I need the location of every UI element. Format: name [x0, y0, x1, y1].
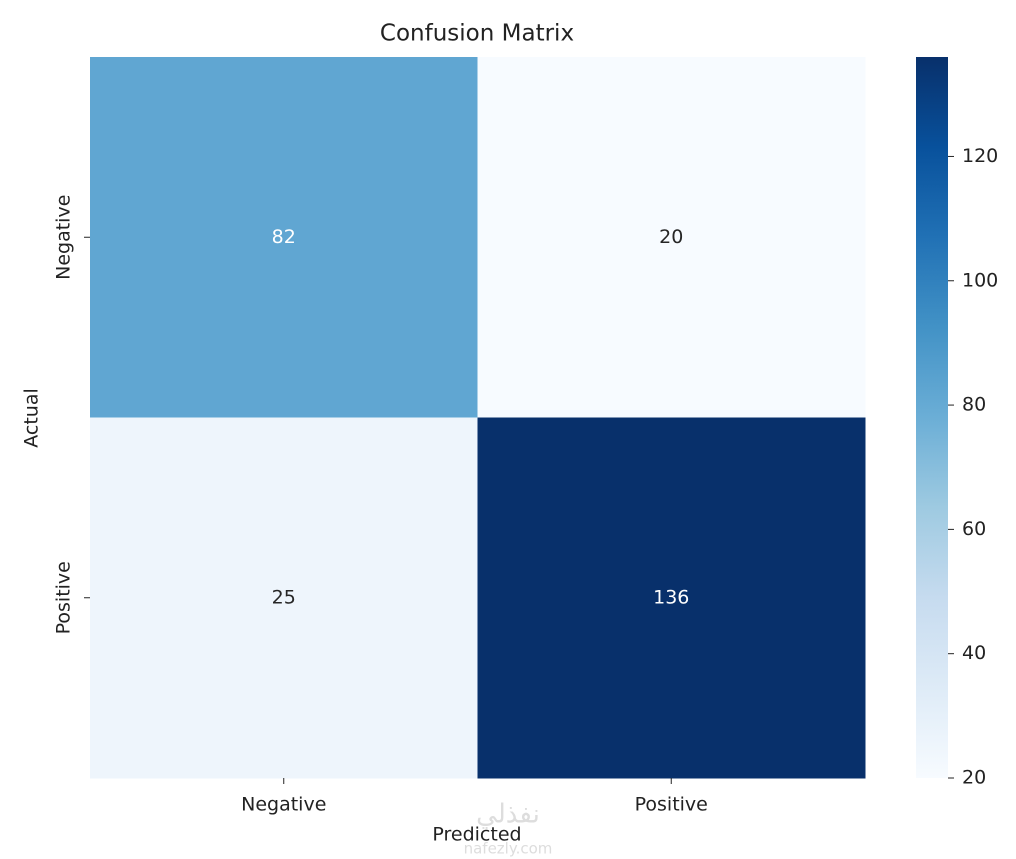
chart-title: Confusion Matrix — [380, 21, 574, 47]
colorbar-tick-label: 80 — [962, 394, 986, 416]
y-axis-label: Actual — [21, 388, 43, 448]
heatmap-cell — [477, 417, 866, 779]
heatmap-cell — [90, 417, 478, 779]
y-tick-label: Negative — [53, 195, 75, 280]
heatmap-cell — [477, 57, 866, 418]
x-tick-label: Positive — [635, 794, 708, 816]
cell-label: 136 — [653, 586, 689, 608]
colorbar-tick-label: 100 — [962, 269, 998, 291]
x-tick-label: Negative — [241, 794, 326, 816]
colorbar-tick-label: 120 — [962, 145, 998, 167]
cell-label: 20 — [659, 226, 683, 248]
colorbar — [916, 57, 948, 778]
x-axis-label: Predicted — [432, 824, 521, 846]
heatmap-cell — [90, 57, 478, 418]
y-tick-label: Positive — [53, 561, 75, 634]
colorbar-tick-label: 20 — [962, 767, 986, 789]
cell-label: 82 — [272, 226, 296, 248]
watermark: nafezly.com — [464, 840, 553, 858]
colorbar-tick-label: 40 — [962, 642, 986, 664]
cell-label: 25 — [272, 586, 296, 608]
colorbar-tick-label: 60 — [962, 518, 986, 540]
watermark: نفذلي — [476, 800, 540, 830]
